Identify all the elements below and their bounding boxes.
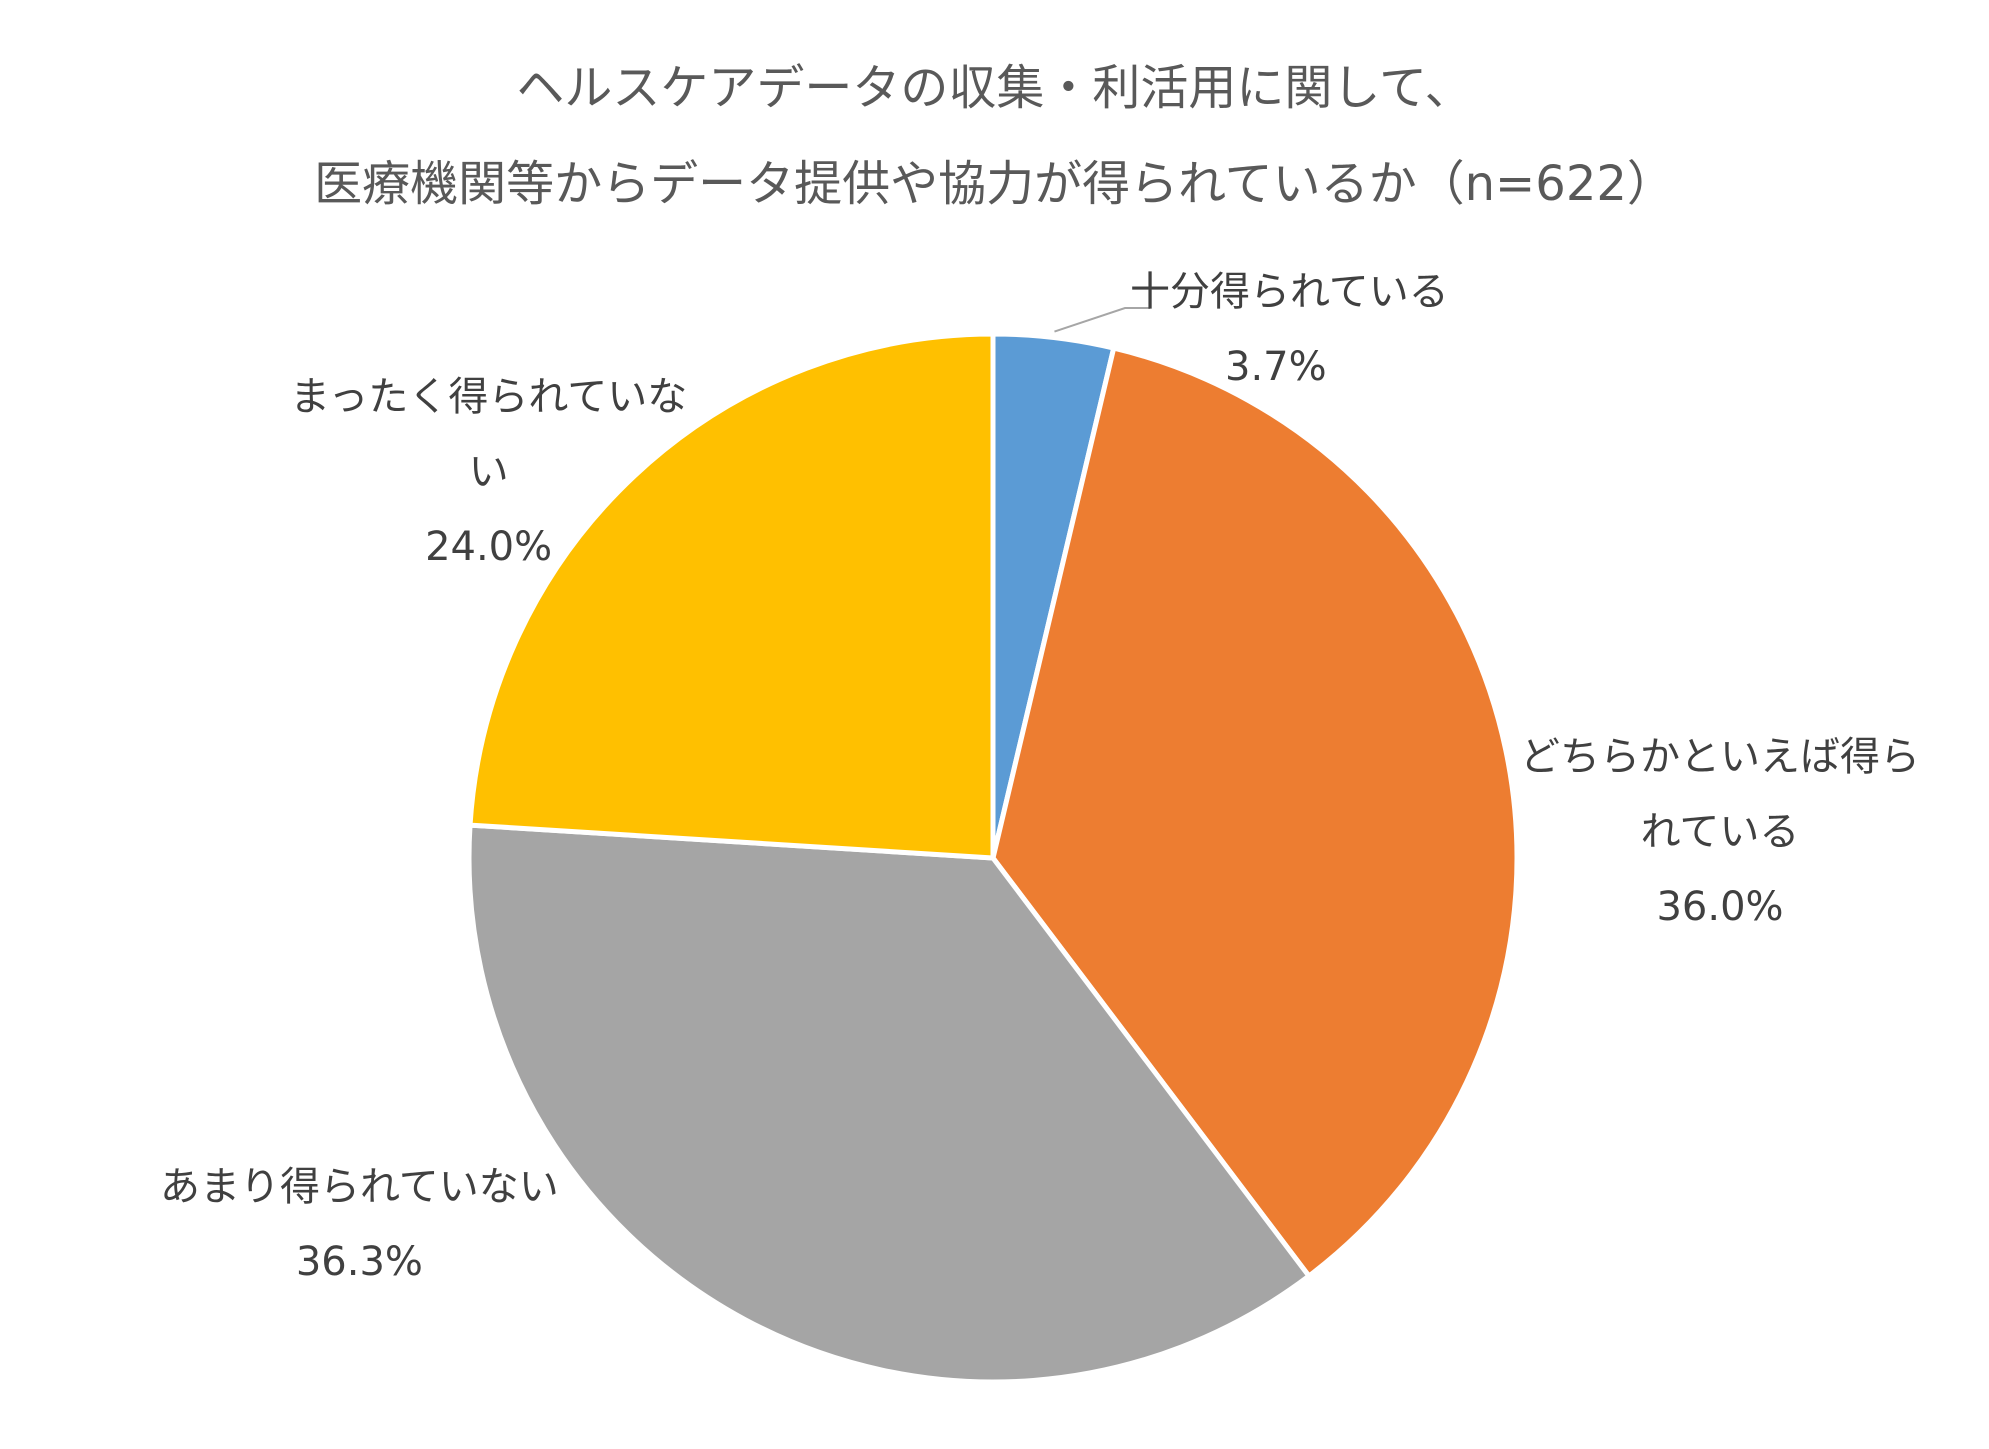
slice-label-text-line-2: れている [1640, 809, 1800, 855]
slice-label-text: 十分得られている [1130, 269, 1449, 315]
slice-value-label: 24.0% [425, 524, 553, 570]
chart-title: ヘルスケアデータの収集・利活用に関して、 医療機関等からデータ提供や協力が得られ… [0, 40, 1989, 232]
chart-title-line-2: 医療機関等からデータ提供や協力が得られているか（n=622） [314, 156, 1675, 212]
slice-value-label: 36.0% [1656, 884, 1784, 930]
slice-label-not-much-obtained: あまり得られていない 36.3% [160, 1150, 559, 1300]
slice-not-much-obtained [466, 822, 1312, 1385]
slice-label-text-line-1: まったく得られていな [290, 374, 688, 420]
chart-title-line-1: ヘルスケアデータの収集・利活用に関して、 [516, 60, 1473, 116]
slice-not-obtained-at-all [467, 331, 996, 861]
slice-label-text-line-1: どちらかといえば得ら [1520, 734, 1920, 780]
slice-label-text: あまり得られていない [160, 1164, 559, 1210]
slice-label-somewhat-obtained: どちらかといえば得ら れている 36.0% [1520, 720, 1920, 945]
slice-value-label: 36.3% [295, 1239, 423, 1285]
slice-label-fully-obtained: 十分得られている 3.7% [1130, 255, 1449, 405]
slice-label-not-obtained-at-all: まったく得られていな い 24.0% [290, 360, 687, 585]
slice-value-label: 3.7% [1225, 344, 1327, 390]
slice-somewhat-obtained [990, 345, 1520, 1279]
slice-label-text-line-2: い [468, 449, 509, 495]
leader-line [1054, 307, 1150, 333]
